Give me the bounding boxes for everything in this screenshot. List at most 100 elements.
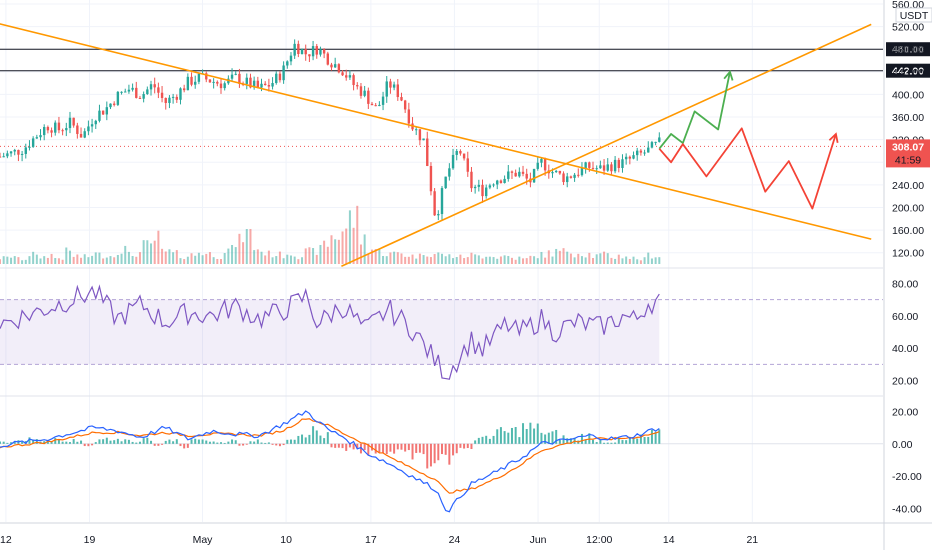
candle-body: [249, 77, 252, 88]
candle-body: [13, 149, 16, 152]
macd-histogram-bar: [363, 443, 366, 451]
volume-bar: [584, 257, 587, 264]
volume-bar: [10, 257, 13, 264]
volume-bar: [253, 250, 256, 264]
volume-bar: [83, 254, 86, 264]
macd-histogram-bar: [610, 442, 613, 444]
volume-bar: [632, 256, 635, 264]
candle-body: [532, 168, 536, 183]
macd-histogram-bar: [323, 438, 326, 444]
candle-body: [300, 49, 304, 54]
candle-body: [79, 133, 83, 138]
volume-bar: [533, 256, 536, 264]
candle-body: [131, 87, 134, 90]
macd-histogram-bar: [348, 443, 351, 448]
macd-histogram-bar: [359, 443, 362, 454]
candle-body: [348, 75, 352, 78]
macd-histogram-bar: [345, 443, 348, 451]
volume-bar: [418, 253, 421, 264]
volume-bar: [194, 255, 197, 264]
candle-body: [540, 158, 543, 163]
candle-body: [0, 156, 2, 158]
macd-histogram-bar: [175, 439, 178, 444]
macd-histogram-bar: [492, 435, 495, 444]
volume-bar: [0, 259, 1, 264]
projection-path: [658, 71, 731, 150]
volume-bar: [415, 258, 418, 264]
macd-histogram-bar: [315, 430, 318, 444]
volume-bar: [569, 253, 572, 264]
macd-histogram-bar: [10, 442, 13, 444]
volume-bar: [382, 255, 385, 264]
macd-histogram-bar: [146, 437, 149, 444]
volume-bar: [304, 248, 307, 264]
candle-body: [610, 164, 613, 172]
macd-histogram-bar: [43, 441, 46, 444]
macd-histogram-bar: [297, 435, 300, 444]
candle-body: [208, 79, 212, 83]
macd-histogram-bar: [474, 440, 477, 444]
volume-bar: [448, 254, 451, 264]
candle-body: [429, 165, 433, 192]
volume-bar: [544, 257, 547, 264]
macd-histogram-bar: [271, 443, 274, 445]
volume-bar: [102, 258, 105, 264]
volume-bar: [28, 256, 31, 264]
volume-bar: [636, 259, 639, 264]
candle-body: [621, 159, 624, 168]
volume-bar: [341, 231, 344, 264]
candle-body: [352, 75, 355, 86]
macd-histogram-bar: [91, 443, 94, 446]
candle-body: [124, 91, 127, 93]
macd-histogram-bar: [654, 431, 657, 444]
candle-body: [182, 88, 186, 91]
volume-bar: [76, 254, 79, 264]
macd-histogram-bar: [6, 442, 9, 444]
macd-histogram-bar: [138, 441, 141, 444]
macd-pane: [0, 410, 883, 513]
macd-histogram-bar: [404, 443, 407, 452]
macd-histogram-bar: [422, 443, 425, 455]
macd-histogram-bar: [234, 440, 237, 444]
volume-bar: [13, 256, 16, 264]
rsi-tick: 80.00: [892, 278, 918, 290]
candle-body: [105, 107, 109, 115]
volume-bar: [35, 254, 38, 264]
macd-histogram-bar: [374, 443, 377, 454]
candle-body: [477, 184, 481, 187]
candle-body: [153, 84, 156, 88]
volume-bar: [558, 250, 561, 264]
volume-bar: [577, 253, 580, 264]
candle-body: [451, 154, 455, 169]
rsi-line: [0, 284, 660, 380]
macd-histogram-bar: [429, 443, 432, 467]
price-candles: [0, 39, 661, 264]
candle-body: [433, 191, 436, 216]
candle-body: [42, 127, 46, 136]
volume-bar: [411, 254, 414, 264]
macd-histogram-bar: [186, 443, 189, 448]
macd-histogram-bar: [647, 436, 650, 444]
volume-bar: [172, 252, 175, 264]
candle-body: [286, 61, 289, 66]
volume-bar: [135, 256, 138, 264]
volume-bar: [201, 255, 204, 264]
volume-bar: [80, 257, 83, 264]
volume-bar: [374, 249, 377, 264]
candle-body: [521, 171, 525, 174]
volume-bar: [186, 256, 189, 264]
candle-body: [46, 127, 50, 131]
macd-histogram-bar: [540, 432, 543, 444]
volume-bar: [547, 250, 550, 264]
candle-body: [569, 176, 573, 178]
candle-body: [658, 137, 661, 142]
volume-bar: [437, 252, 440, 264]
macd-histogram-bar: [636, 438, 639, 444]
volume-bar: [429, 257, 432, 264]
macd-histogram-bar: [102, 439, 105, 444]
macd-histogram-bar: [245, 443, 248, 445]
macd-histogram-bar: [415, 443, 418, 453]
candle-body: [554, 170, 558, 173]
candle-body: [35, 137, 39, 139]
volume-bar: [175, 250, 178, 264]
